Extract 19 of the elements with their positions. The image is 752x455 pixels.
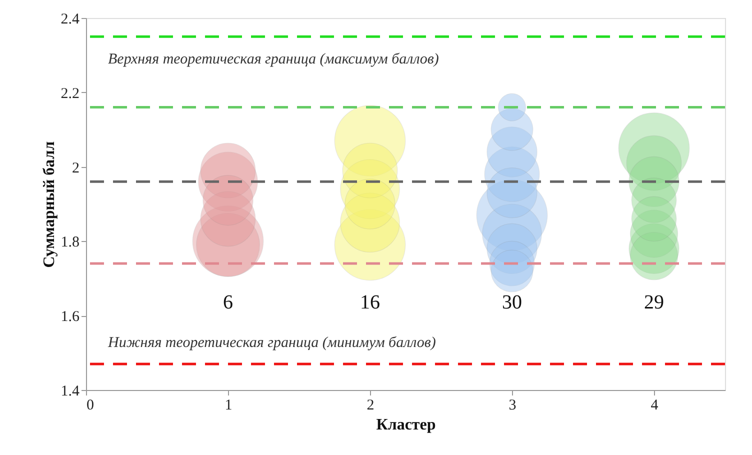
x-tick-label: 4 — [650, 398, 659, 414]
y-tick-label: 2.2 — [60, 86, 80, 102]
annotation: 6 — [223, 292, 233, 314]
x-tick-label: 0 — [86, 398, 94, 414]
y-tick-label: 1.6 — [60, 309, 80, 326]
annotation: 16 — [360, 292, 380, 314]
ref-line-label: Верхняя теоретическая граница (максимум баллов) — [108, 52, 439, 68]
x-axis-title: Кластер — [376, 416, 436, 434]
y-tick-label: 1.8 — [60, 234, 80, 251]
y-axis-title: Суммарный балл — [40, 141, 58, 268]
x-tick-label: 1 — [224, 398, 232, 414]
x-tick-label: 2 — [366, 398, 374, 414]
y-tick-label: 2 — [72, 160, 80, 176]
annotation: 30 — [502, 292, 522, 314]
y-tick-label: 2.4 — [60, 12, 80, 28]
y-tick-label: 1.4 — [60, 384, 80, 400]
ref-line-label: Нижняя теоретическая граница (минимум баллов) — [107, 334, 436, 351]
x-tick-label: 3 — [508, 398, 516, 414]
annotation: 29 — [644, 292, 664, 314]
